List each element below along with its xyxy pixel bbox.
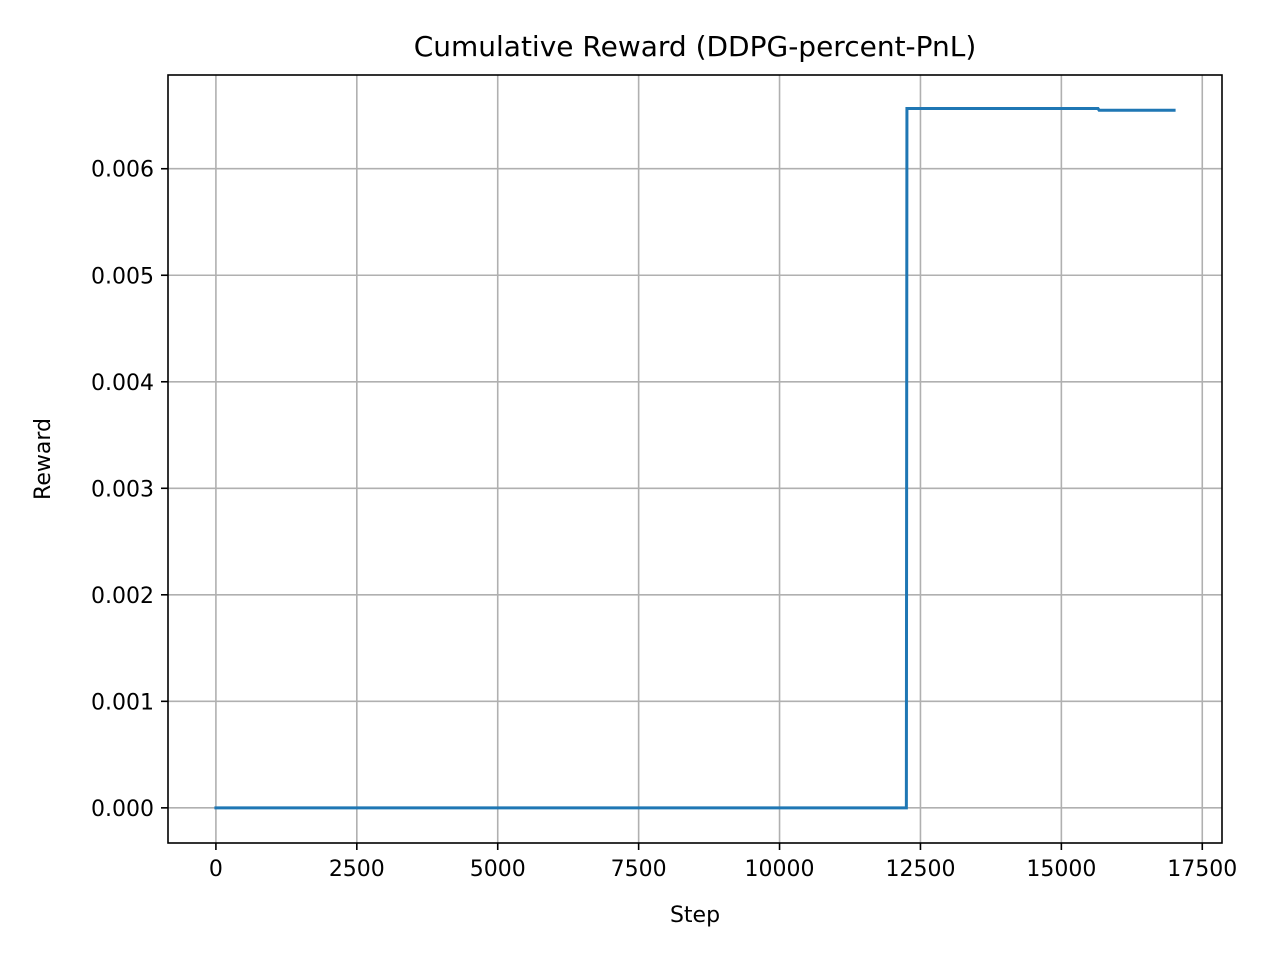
x-tick-label: 12500 <box>885 857 955 882</box>
x-tick-label: 7500 <box>611 857 667 882</box>
series-layer <box>214 107 1176 810</box>
y-tick-label: 0.005 <box>91 264 154 289</box>
ticks: 0 2500 5000 7500 10000 12500 15000 17500 0.000 0.… <box>91 158 1237 882</box>
y-tick-label: 0.000 <box>91 797 154 822</box>
y-axis-label: Reward <box>31 418 56 500</box>
x-tick-label: 0 <box>209 857 223 882</box>
y-tick-label: 0.006 <box>91 158 154 183</box>
plot-frame <box>167 74 1223 844</box>
y-tick-label: 0.002 <box>91 584 154 609</box>
y-tick-label: 0.004 <box>91 371 154 396</box>
x-axis-label: Step <box>670 903 720 928</box>
x-tick-label: 5000 <box>470 857 526 882</box>
y-tick-label: 0.001 <box>91 690 154 715</box>
grid <box>168 75 1222 843</box>
x-tick-label: 15000 <box>1026 857 1096 882</box>
chart-title: Cumulative Reward (DDPG-percent-PnL) <box>414 30 977 63</box>
x-tick-label: 2500 <box>329 857 385 882</box>
x-tick-label: 10000 <box>745 857 815 882</box>
y-tick-label: 0.003 <box>91 477 154 502</box>
x-tick-label: 17500 <box>1167 857 1237 882</box>
series-line-0 <box>214 107 1176 810</box>
